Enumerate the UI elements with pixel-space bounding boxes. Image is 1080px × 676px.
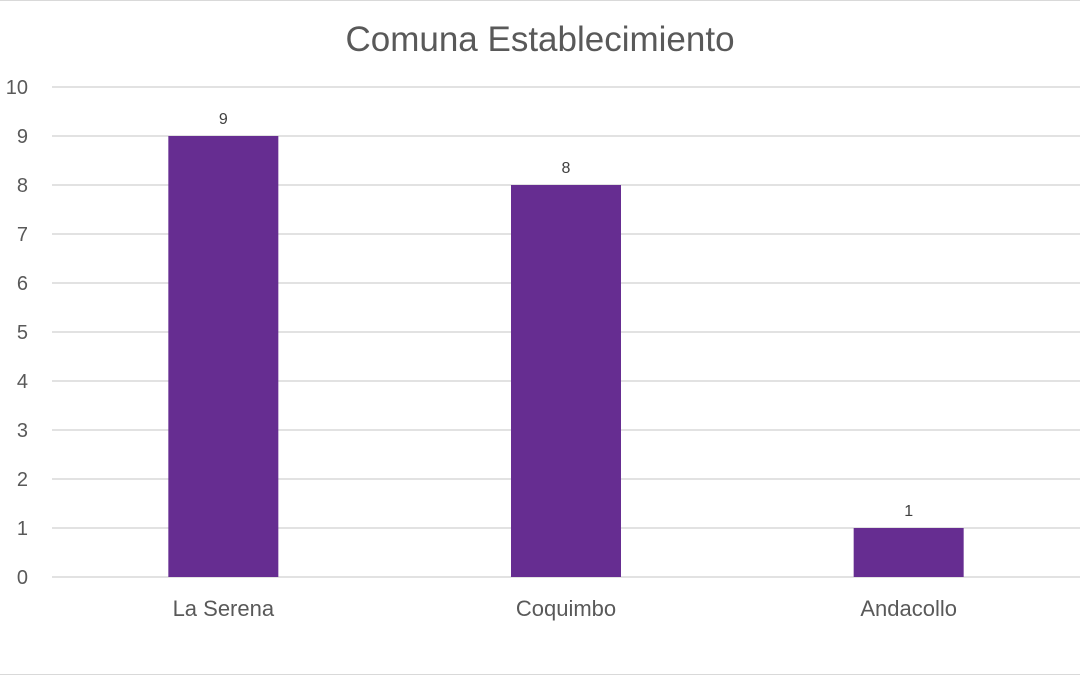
y-tick-label: 10 [6, 77, 28, 99]
y-tick-label: 7 [17, 224, 28, 246]
y-tick-label: 0 [17, 567, 28, 589]
x-axis: La Serena Coquimbo Andacollo [173, 596, 957, 621]
y-tick-label: 6 [17, 273, 28, 295]
bars [168, 136, 964, 577]
data-label: 1 [904, 503, 913, 520]
x-tick-label: La Serena [173, 596, 275, 621]
y-tick-label: 1 [17, 518, 28, 540]
bar [168, 136, 279, 577]
y-tick-label: 8 [17, 175, 28, 197]
data-label: 9 [219, 111, 228, 128]
y-tick-label: 2 [17, 469, 28, 491]
y-tick-label: 9 [17, 126, 28, 148]
chart-title: Comuna Establecimiento [345, 20, 734, 59]
data-labels: 9 8 1 [219, 111, 913, 520]
x-tick-label: Andacollo [860, 596, 957, 621]
x-tick-label: Coquimbo [516, 596, 616, 621]
y-tick-label: 4 [17, 371, 28, 393]
y-tick-label: 5 [17, 322, 28, 344]
y-axis: 0 1 2 3 4 5 6 7 8 9 10 [6, 77, 28, 589]
data-label: 8 [562, 160, 571, 177]
bar [853, 528, 964, 577]
bar [511, 185, 621, 577]
y-tick-label: 3 [17, 420, 28, 442]
